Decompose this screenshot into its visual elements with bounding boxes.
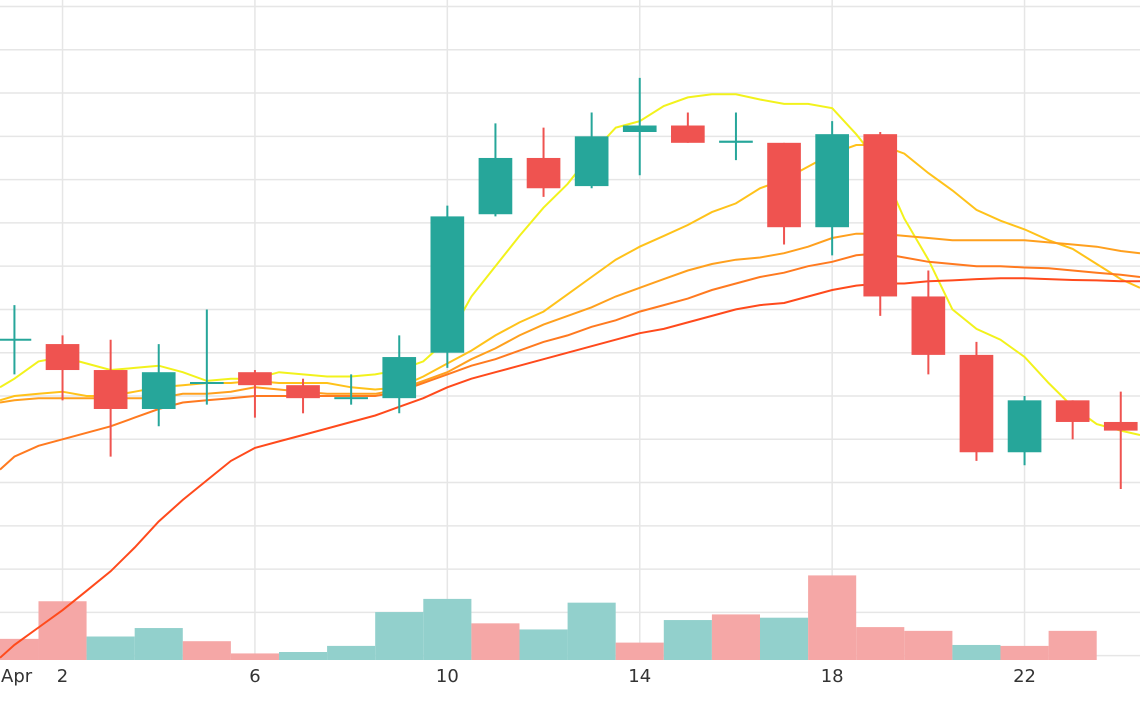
candle-body (767, 142, 801, 228)
candle-up (430, 205, 465, 368)
candle-body (334, 397, 368, 400)
candle-body (1103, 421, 1138, 431)
candle-up (719, 112, 753, 161)
volume-bar (230, 653, 279, 660)
candle-body (719, 140, 753, 143)
volume-bar (134, 628, 183, 660)
x-tick-label: 14 (628, 666, 651, 687)
moving-average-line-3 (0, 232, 1140, 404)
x-axis: Apr 2 6 10 14 18 22 (1, 666, 1036, 687)
candle-down (1055, 400, 1090, 440)
volume-bar (615, 642, 664, 660)
candle-down (911, 270, 946, 375)
grid (0, 0, 1140, 660)
volume-bar (327, 645, 376, 660)
candle-body (1007, 400, 1042, 453)
candle-body (622, 125, 657, 132)
volume-bar (856, 627, 905, 660)
candle-body (1055, 400, 1090, 422)
volume-bar (663, 620, 712, 660)
volume-bar (952, 644, 1001, 660)
candle-body (238, 372, 272, 386)
candle-body (815, 134, 849, 228)
volume-bar (423, 598, 472, 660)
candle-body (959, 354, 994, 453)
volume-bar (471, 623, 520, 660)
moving-average-line-2 (0, 144, 1140, 402)
volume-bar (1000, 645, 1049, 660)
candle-body (93, 370, 128, 409)
candle-body (574, 136, 609, 187)
x-tick-label: 18 (821, 666, 844, 687)
volume-bar (86, 636, 135, 660)
volume-bar (760, 617, 809, 660)
moving-average-line-1 (0, 93, 1140, 436)
candle-up (622, 77, 657, 176)
candle-body (45, 344, 80, 371)
candle-body (382, 357, 417, 399)
candle-body (286, 385, 320, 399)
candle-up (141, 344, 176, 427)
x-tick-label: 10 (436, 666, 459, 687)
volume-bar (808, 575, 857, 660)
candle-down (863, 132, 898, 316)
candle-down (767, 142, 801, 245)
candle-body (911, 296, 946, 355)
x-tick-label: 2 (57, 666, 68, 687)
candle-up (574, 112, 609, 189)
candle-down (45, 335, 80, 401)
candle-body (478, 157, 513, 215)
candle-up (0, 305, 32, 375)
candle-body (671, 125, 705, 143)
x-tick-label: 6 (249, 666, 260, 687)
candle-down (671, 112, 705, 143)
candle-body (190, 382, 224, 385)
candle-down (526, 127, 561, 197)
candle-body (863, 134, 898, 297)
moving-average-line-4 (0, 252, 1140, 471)
candle-body (141, 372, 176, 409)
candle-up (1007, 396, 1042, 466)
candle-up (190, 309, 224, 405)
volume-bar (375, 612, 424, 660)
candle-up (815, 121, 849, 256)
candle-down (286, 378, 320, 414)
candle-body (526, 157, 561, 189)
candle-down (93, 339, 128, 457)
moving-average-lines (0, 93, 1140, 659)
candles (0, 77, 1138, 490)
volume-bar (904, 630, 953, 660)
x-tick-label: 22 (1013, 666, 1036, 687)
candle-down (1103, 391, 1138, 490)
volume-bar (0, 638, 39, 660)
volume-bar (711, 614, 760, 660)
candle-body (430, 216, 465, 353)
candle-down (959, 341, 994, 461)
candle-up (478, 123, 513, 217)
x-tick-label-month: Apr (1, 666, 33, 687)
candle-up (334, 374, 368, 405)
volume-bar (519, 629, 568, 660)
volume-bar (182, 641, 231, 660)
volume-bars (0, 575, 1097, 660)
volume-bar (1048, 630, 1097, 660)
volume-bar (567, 602, 616, 660)
candle-down (238, 370, 272, 418)
volume-bar (278, 652, 328, 660)
moving-average-line-5 (0, 277, 1140, 659)
candle-up (382, 335, 417, 414)
candle-body (0, 338, 32, 341)
